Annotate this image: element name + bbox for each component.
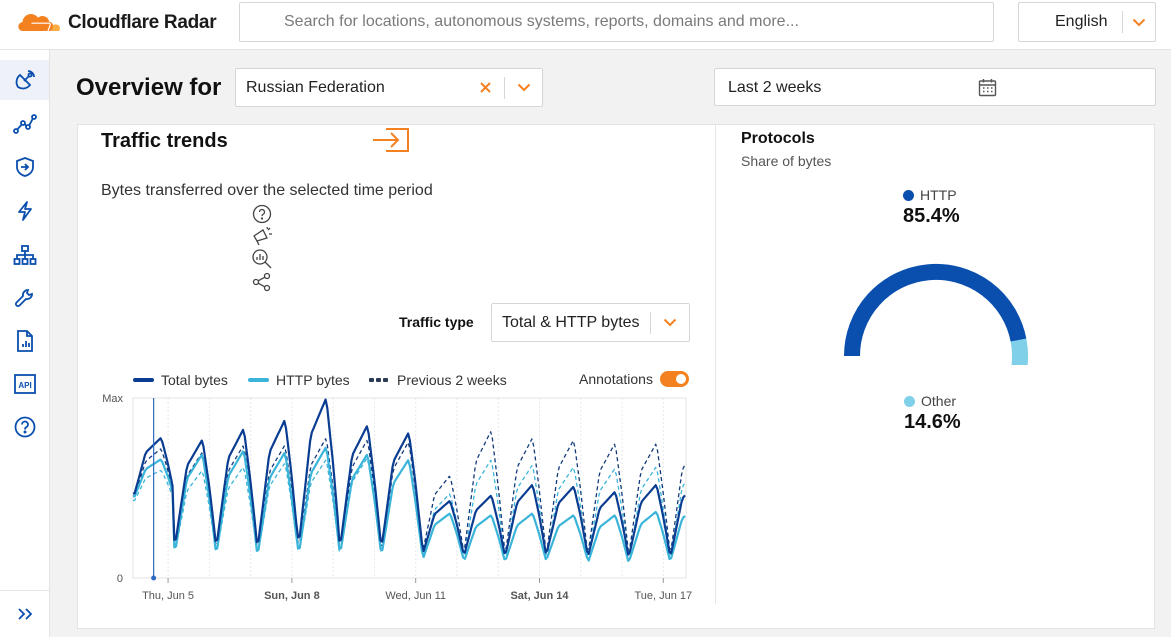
legend-swatch xyxy=(133,378,154,382)
divider xyxy=(650,311,652,334)
series-line xyxy=(132,446,686,562)
report-document-icon[interactable] xyxy=(0,321,49,361)
annotations-toggle[interactable] xyxy=(659,371,689,387)
chevron-down-icon[interactable] xyxy=(1123,18,1155,27)
double-chevron-right-icon[interactable] xyxy=(0,590,49,637)
lightning-icon[interactable] xyxy=(0,191,49,231)
language-label: English xyxy=(1055,13,1108,30)
announce-icon[interactable] xyxy=(251,225,273,247)
traffic-trends-icon[interactable] xyxy=(0,104,49,144)
divider xyxy=(504,76,505,99)
x-tick-label: Tue, Jun 17 xyxy=(634,590,692,602)
gauge-slice-http[interactable] xyxy=(844,263,1027,357)
legend-label: Previous 2 weeks xyxy=(397,372,507,388)
protocol-value-http: 85.4% xyxy=(903,205,960,227)
search-box[interactable] xyxy=(239,2,994,42)
annotations-control: Annotations xyxy=(579,371,689,387)
radar-dish-icon[interactable] xyxy=(0,60,49,100)
date-range-value: Last 2 weeks xyxy=(728,79,822,96)
legend-swatch-dashed xyxy=(369,378,390,382)
api-icon[interactable]: API xyxy=(0,364,49,404)
traffic-trends-chart[interactable]: Max 0 Thu, Jun 5 Sun, Jun 8 Wed, Jun 11 Sat, … xyxy=(100,390,700,610)
annotations-label: Annotations xyxy=(579,371,653,387)
search-input[interactable] xyxy=(240,3,993,41)
protocol-label: Other xyxy=(921,393,957,409)
protocols-gauge-chart[interactable] xyxy=(835,255,1037,365)
cloudflare-radar-logo[interactable]: Cloudflare Radar xyxy=(16,9,217,37)
zoom-chart-icon[interactable] xyxy=(251,248,273,270)
y-tick-label: 0 xyxy=(117,573,123,585)
legend-swatch xyxy=(248,378,269,382)
protocol-label: HTTP xyxy=(920,187,957,203)
series-line xyxy=(132,431,686,551)
legend-dot xyxy=(903,189,914,201)
network-tree-icon[interactable] xyxy=(0,235,49,275)
protocol-legend-http: HTTP xyxy=(903,187,957,203)
top-bar: Cloudflare Radar English xyxy=(0,0,1171,50)
cloudflare-cloud-icon xyxy=(18,14,60,32)
protocols-subtitle: Share of bytes xyxy=(741,153,832,169)
page-title: Overview for xyxy=(76,74,222,101)
location-value: Russian Federation xyxy=(246,78,385,96)
series-line xyxy=(132,398,686,556)
plot-area xyxy=(132,397,687,579)
x-tick-label: Sun, Jun 8 xyxy=(264,590,320,602)
share-icon[interactable] xyxy=(251,271,273,293)
location-select[interactable]: Russian Federation xyxy=(235,68,543,107)
x-tick-label: Wed, Jun 11 xyxy=(385,590,446,602)
legend-label: Total bytes xyxy=(161,372,228,388)
traffic-type-value: Total & HTTP bytes xyxy=(502,313,640,331)
legend-total-bytes[interactable]: Total bytes xyxy=(133,371,228,389)
clear-icon[interactable] xyxy=(466,82,504,93)
help-icon[interactable] xyxy=(0,407,49,447)
legend-dot xyxy=(904,395,915,407)
traffic-trends-description: Bytes transferred over the selected time… xyxy=(101,182,433,199)
traffic-trends-title: Traffic trends xyxy=(101,130,228,152)
chevron-down-icon[interactable] xyxy=(505,83,542,92)
legend-http-bytes[interactable]: HTTP bytes xyxy=(248,371,350,389)
legend-label: HTTP bytes xyxy=(276,372,350,388)
gauge-slice-other[interactable] xyxy=(1010,338,1028,365)
x-tick-label: Thu, Jun 5 xyxy=(142,590,194,602)
y-tick-label: Max xyxy=(102,393,123,405)
traffic-type-select[interactable]: Total & HTTP bytes xyxy=(491,303,690,342)
security-shield-icon[interactable] xyxy=(0,147,49,187)
wrench-icon[interactable] xyxy=(0,278,49,318)
sidebar-nav: API xyxy=(0,50,50,637)
x-tick-label: Sat, Jun 14 xyxy=(510,590,569,602)
protocols-title: Protocols xyxy=(741,130,815,147)
divider xyxy=(1122,11,1124,33)
language-select[interactable]: English xyxy=(1018,2,1156,42)
calendar-icon[interactable] xyxy=(978,78,997,102)
api-icon-label: API xyxy=(18,381,31,390)
traffic-type-label: Traffic type xyxy=(399,314,474,330)
legend-previous-2-weeks[interactable]: Previous 2 weeks xyxy=(369,371,507,389)
protocol-value-other: 14.6% xyxy=(904,411,961,433)
chevron-down-icon[interactable] xyxy=(651,318,689,327)
protocol-legend-other: Other xyxy=(904,393,956,409)
annotation-marker-dot[interactable] xyxy=(151,575,157,581)
app-name: Cloudflare Radar xyxy=(68,12,217,33)
open-in-page-icon[interactable] xyxy=(372,126,410,159)
divider xyxy=(715,124,716,604)
help-icon[interactable] xyxy=(251,203,273,225)
date-range-select[interactable]: Last 2 weeks xyxy=(714,68,1156,106)
